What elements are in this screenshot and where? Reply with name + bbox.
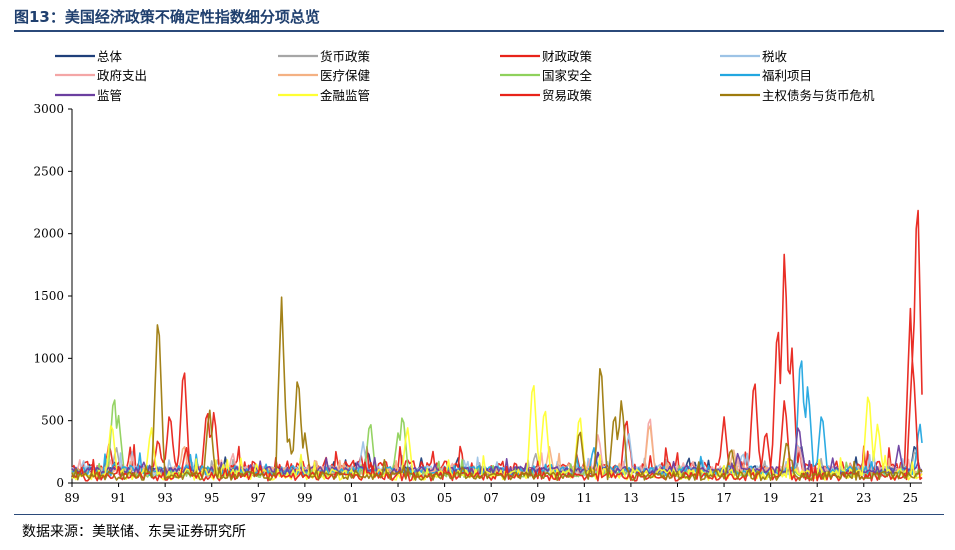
figure-title: 图13：美国经济政策不确定性指数细分项总览 xyxy=(14,8,320,26)
series-line-10 xyxy=(71,384,923,481)
x-tick-label: 21 xyxy=(810,491,825,505)
x-tick-label: 23 xyxy=(856,491,871,505)
legend-label-3: 财政政策 xyxy=(542,49,593,64)
x-tick-label: 25 xyxy=(903,491,918,505)
x-tick-label: 93 xyxy=(158,491,173,505)
y-tick-label: 2000 xyxy=(33,227,64,241)
legend-label-8: 福利项目 xyxy=(762,68,812,83)
source-note: 数据来源：美联储、东吴证券研究所 xyxy=(22,524,246,540)
x-tick-label: 91 xyxy=(111,491,126,505)
title-divider xyxy=(14,30,944,32)
y-tick-label: 3000 xyxy=(33,102,64,116)
x-tick-label: 99 xyxy=(297,491,312,505)
legend-label-9: 监管 xyxy=(97,88,122,103)
x-tick-label: 05 xyxy=(437,491,452,505)
legend-label-2: 货币政策 xyxy=(320,49,371,64)
x-tick-label: 03 xyxy=(390,491,405,505)
x-tick-label: 17 xyxy=(716,491,731,505)
legend-label-5: 政府支出 xyxy=(97,68,147,83)
legend-label-12: 主权债务与货币危机 xyxy=(762,88,875,103)
x-tick-label: 89 xyxy=(64,491,79,505)
series-line-3 xyxy=(71,209,923,476)
x-tick-label: 11 xyxy=(577,491,592,505)
axes: 0 500 1000 1500 2000 2500 3000 89 91 93 95 97 99 01 03… xyxy=(33,102,922,505)
y-tick-label: 1500 xyxy=(33,289,64,303)
x-tick-label: 01 xyxy=(344,491,359,505)
x-tick-label: 97 xyxy=(251,491,266,505)
policy-uncertainty-chart: 总体 货币政策 财政政策 税收政府支出 医疗保健 国家安全 福利项目监管 金融监管 贸易政策 主权… xyxy=(0,34,955,514)
series-lines xyxy=(71,209,923,482)
x-tick-label: 15 xyxy=(670,491,685,505)
legend-label-7: 国家安全 xyxy=(542,68,593,83)
x-tick-label: 13 xyxy=(623,491,638,505)
y-tick-label: 0 xyxy=(56,476,64,490)
y-tick-label: 500 xyxy=(41,414,64,428)
series-line-11 xyxy=(71,359,923,482)
legend-label-1: 总体 xyxy=(97,49,123,64)
legend-label-11: 贸易政策 xyxy=(542,88,593,103)
x-tick-label: 07 xyxy=(484,491,499,505)
footer-divider xyxy=(14,514,944,515)
y-tick-label: 1000 xyxy=(33,351,64,365)
legend-label-10: 金融监管 xyxy=(320,88,370,103)
x-tick-label: 19 xyxy=(763,491,778,505)
x-tick-label: 09 xyxy=(530,491,545,505)
series-line-12 xyxy=(71,296,923,482)
legend-label-4: 税收 xyxy=(762,49,788,64)
figure-header: 图13：美国经济政策不确定性指数细分项总览 xyxy=(14,4,944,32)
x-tick-label: 95 xyxy=(204,491,219,505)
y-tick-label: 2500 xyxy=(33,164,64,178)
legend-label-6: 医疗保健 xyxy=(320,68,371,83)
figure-footer: 数据来源：美联储、东吴证券研究所 xyxy=(14,514,944,546)
